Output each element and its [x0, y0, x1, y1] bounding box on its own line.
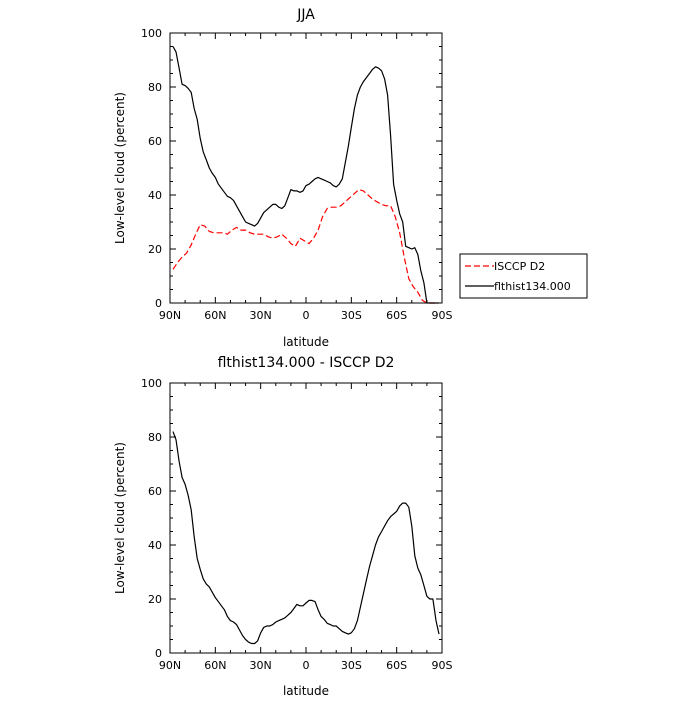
y-tick-label: 60: [148, 135, 162, 148]
chart-title: flthist134.000 - ISCCP D2: [218, 355, 395, 371]
series-lines: [172, 431, 440, 645]
x-tick-label: 90S: [432, 659, 453, 672]
x-tick-labels: 90N 60N 30N 0 30S 60S 90S: [159, 309, 453, 322]
y-tick-labels: 0 20 40 60 80 100: [141, 377, 162, 660]
y-axis-label: Low-level cloud (percent): [113, 442, 127, 594]
x-tick-label: 90S: [432, 309, 453, 322]
x-tick-label: 60S: [386, 659, 407, 672]
x-tick-label: 60S: [386, 309, 407, 322]
x-axis-label: latitude: [283, 684, 329, 698]
plot-frame: [169, 382, 443, 654]
tick-marks: [169, 32, 443, 304]
y-tick-label: 80: [148, 431, 162, 444]
y-tick-label: 100: [141, 377, 162, 390]
y-tick-label: 100: [141, 27, 162, 40]
chart-title: JJA: [296, 7, 315, 23]
series-line-isccp-d2: [172, 189, 436, 304]
y-tick-label: 80: [148, 81, 162, 94]
y-tick-label: 0: [155, 297, 162, 310]
y-tick-label: 40: [148, 539, 162, 552]
x-tick-label: 0: [303, 659, 310, 672]
x-tick-label: 60N: [204, 309, 226, 322]
y-tick-label: 20: [148, 243, 162, 256]
legend-label-flthist: flthist134.000: [494, 280, 571, 293]
legend: ISCCP D2 flthist134.000: [459, 253, 588, 299]
plot-frame: [169, 32, 443, 304]
legend-box: [459, 253, 588, 299]
y-tick-label: 40: [148, 189, 162, 202]
series-line-flthist134-000: [172, 46, 439, 304]
x-tick-label: 30N: [250, 659, 272, 672]
x-tick-label: 60N: [204, 659, 226, 672]
series-lines: [172, 46, 439, 304]
chart-jja: JJA latitude Low-level cloud (percent) 9…: [113, 7, 453, 349]
x-tick-label: 0: [303, 309, 310, 322]
x-tick-label: 30S: [341, 309, 362, 322]
x-tick-labels: 90N 60N 30N 0 30S 60S 90S: [159, 659, 453, 672]
series-line: [172, 431, 440, 645]
x-tick-label: 90N: [159, 309, 181, 322]
y-tick-label: 20: [148, 593, 162, 606]
y-tick-label: 0: [155, 647, 162, 660]
x-tick-label: 30S: [341, 659, 362, 672]
x-tick-label: 30N: [250, 309, 272, 322]
x-axis-label: latitude: [283, 335, 329, 349]
y-axis-label: Low-level cloud (percent): [113, 92, 127, 244]
chart-difference: flthist134.000 - ISCCP D2 latitude Low-l…: [113, 355, 453, 698]
y-tick-label: 60: [148, 485, 162, 498]
x-tick-label: 90N: [159, 659, 181, 672]
legend-label-isccp: ISCCP D2: [494, 260, 545, 273]
y-tick-labels: 0 20 40 60 80 100: [141, 27, 162, 310]
tick-marks: [169, 382, 443, 654]
